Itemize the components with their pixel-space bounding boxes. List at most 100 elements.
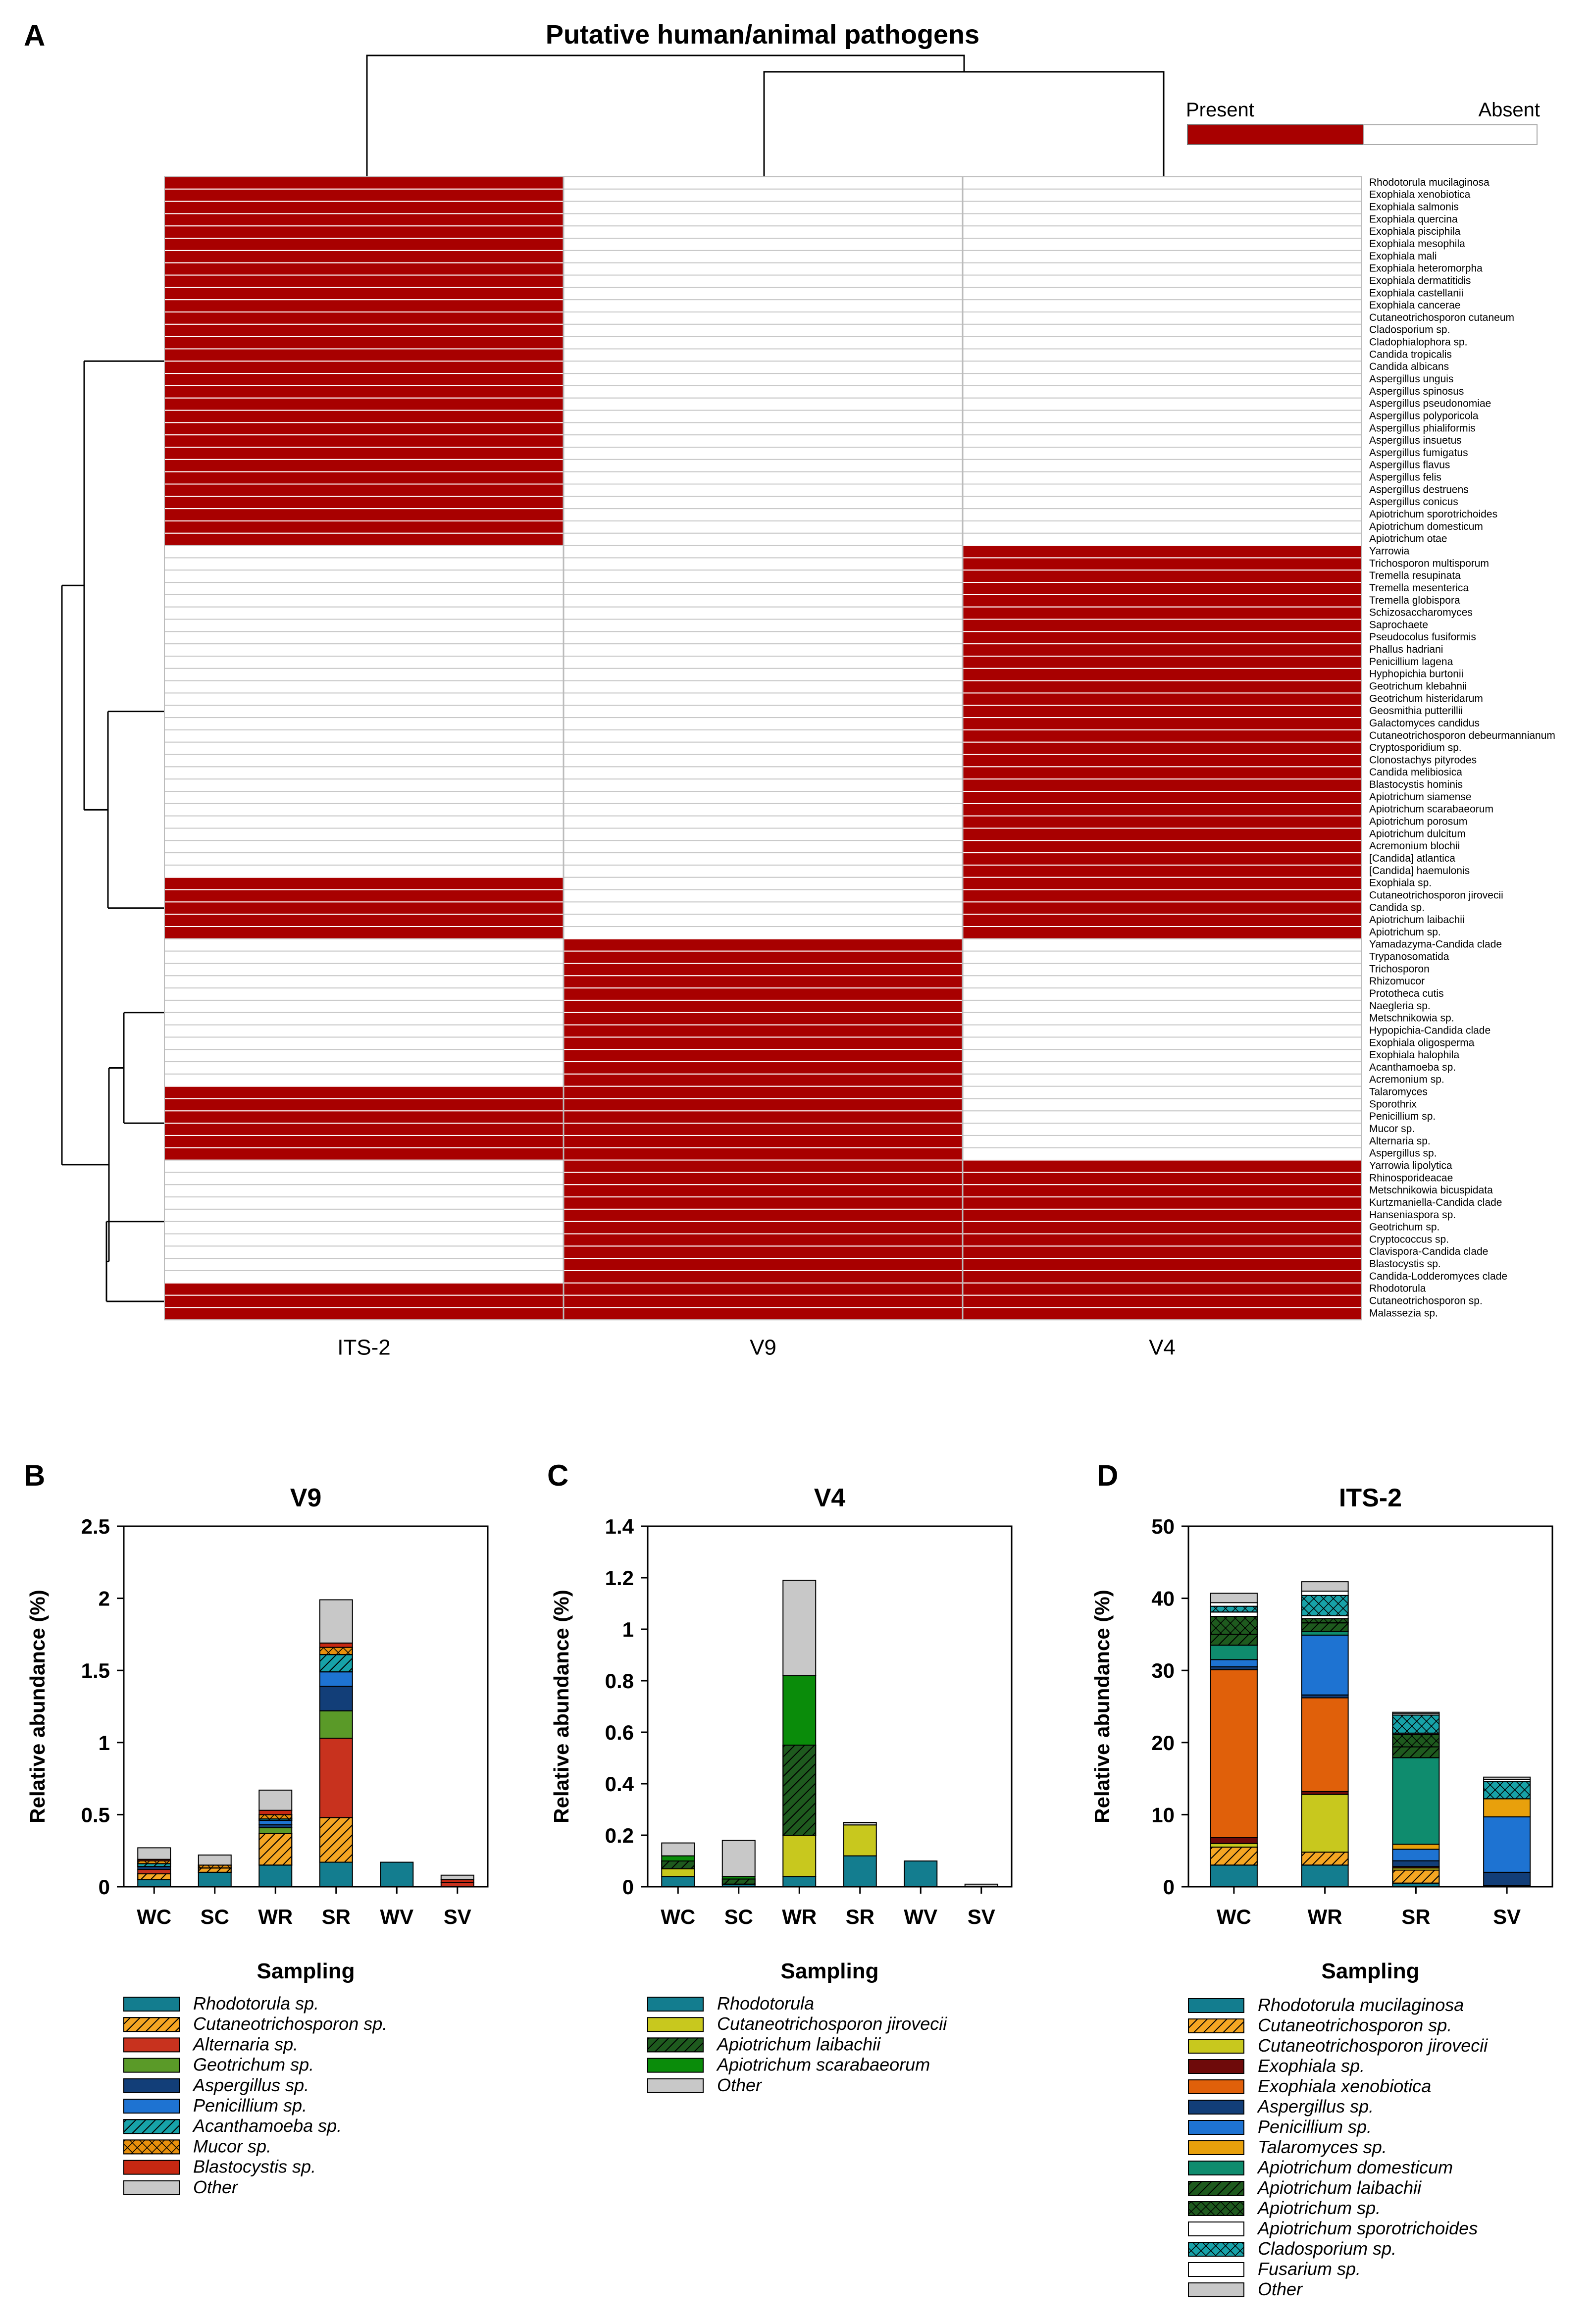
row-label-prototheca-cutis: Prototheca cutis [1369, 988, 1444, 999]
heatmap-cell-candida-lodderomyces-clade-its-2 [164, 1270, 564, 1284]
legend-swatch-rhodotorula [647, 1997, 704, 2012]
heatmap-cell-exophiala-mali-v4 [962, 250, 1362, 263]
heatmap-cell-cutaneotrichosporon-jirovecii-v4 [962, 889, 1362, 903]
bar-segment-wc-penicillium-sp [1210, 1659, 1258, 1667]
row-label-exophiala-pisciphila: Exophiala pisciphila [1369, 226, 1461, 237]
row-label-hanseniaspora-sp: Hanseniaspora sp. [1369, 1209, 1456, 1221]
heatmap-cell-cutaneotrichosporon-debeurmannianum-v9 [563, 729, 963, 743]
bar-segment-pattern [137, 1873, 171, 1880]
heatmap-cell-trichosporon-multisporum-v9 [563, 557, 963, 571]
row-label-apiotrichum-sp: Apiotrichum sp. [1369, 927, 1441, 938]
heatmap-cell-mucor-sp-v9 [563, 1123, 963, 1136]
heatmap-cell-candida-albicans-its-2 [164, 361, 564, 374]
y-tick-label: 1.2 [605, 1566, 634, 1590]
y-tick-label: 40 [1151, 1587, 1175, 1610]
row-label-candida-melibiosica: Candida melibiosica [1369, 767, 1462, 778]
heatmap-cell-apiotrichum-laibachii-v9 [563, 914, 963, 928]
heatmap-cell-cutaneotrichosporon-sp-its-2 [164, 1294, 564, 1308]
bar-segment-pattern [198, 1867, 232, 1873]
legend-label-rhodotorula-mucilaginosa: Rhodotorula mucilaginosa [1258, 1995, 1464, 2015]
heatmap-cell-hyphopichia-burtonii-its-2 [164, 668, 564, 681]
x-axis-label: Sampling [1321, 1959, 1419, 1983]
heatmap-cell-hypopichia-candida-clade-its-2 [164, 1024, 564, 1038]
row-label-exophiala-salmonis: Exophiala salmonis [1369, 202, 1459, 213]
legend-label-cutaneotrichosporon-sp: Cutaneotrichosporon sp. [1258, 2015, 1452, 2035]
x-tick-label-sr: SR [1401, 1905, 1430, 1928]
heatmap-cell-cutaneotrichosporon-jirovecii-v9 [563, 889, 963, 903]
row-label-mucor-sp: Mucor sp. [1369, 1123, 1415, 1135]
row-label-exophiala-halophila: Exophiala halophila [1369, 1049, 1459, 1061]
row-label-exophiala-cancerae: Exophiala cancerae [1369, 300, 1460, 311]
row-label-aspergillus-insuetus: Aspergillus insuetus [1369, 435, 1462, 446]
heatmap-cell-apiotrichum-domesticum-v9 [563, 520, 963, 534]
row-label-candida-haemulonis: [Candida] haemulonis [1369, 865, 1470, 877]
heatmap-cell-apiotrichum-otae-v9 [563, 532, 963, 546]
legend-label-penicillium-sp: Penicillium sp. [193, 2095, 307, 2116]
row-label-blastocystis-hominis: Blastocystis hominis [1369, 779, 1463, 790]
heatmap-cell-exophiala-oligosperma-v4 [962, 1036, 1362, 1050]
bar-segment-sr-penicillium-sp [319, 1671, 353, 1687]
heatmap-cell-aspergillus-destruens-v9 [563, 483, 963, 497]
bar-segment-sv-aspergillus-sp [1483, 1871, 1531, 1886]
row-label-rhinosporideacae: Rhinosporideacae [1369, 1172, 1453, 1184]
legend-label-other: Other [1258, 2279, 1303, 2299]
heatmap-cell-geosmithia-putterillii-its-2 [164, 705, 564, 719]
row-label-pseudocolus-fusiformis: Pseudocolus fusiformis [1369, 631, 1476, 643]
heatmap-cell-exophiala-halophila-v4 [962, 1049, 1362, 1063]
legend-absent-label: Absent [1478, 99, 1540, 121]
heatmap-cell-cutaneotrichosporon-debeurmannianum-its-2 [164, 729, 564, 743]
row-label-trichosporon-multisporum: Trichosporon multisporum [1369, 558, 1489, 569]
heatmap-cell-talaromyces-its-2 [164, 1085, 564, 1099]
heatmap-cell-aspergillus-spinosus-v9 [563, 385, 963, 399]
heatmap-cell-blastocystis-sp-v9 [563, 1258, 963, 1271]
heatmap-cell-geotrichum-histeridarum-v9 [563, 692, 963, 706]
y-axis-label: Relative abundance (%) [26, 1590, 49, 1823]
legend-label-aspergillus-sp: Aspergillus sp. [1257, 2096, 1374, 2117]
bar-segment-sr-apiotrichum-domesticum [1392, 1757, 1440, 1845]
heatmap-cell-blastocystis-hominis-v9 [563, 778, 963, 792]
heatmap-cell-rhizomucor-v9 [563, 975, 963, 989]
heatmap-cell-aspergillus-felis-its-2 [164, 471, 564, 485]
heatmap-cell-exophiala-halophila-its-2 [164, 1049, 564, 1063]
heatmap-cell-exophiala-cancerae-v4 [962, 299, 1362, 313]
heatmap-cell-aspergillus-insuetus-v4 [962, 434, 1362, 448]
heatmap-cell-yarrowia-its-2 [164, 545, 564, 559]
heatmap-cell-saprochaete-its-2 [164, 619, 564, 632]
x-tick-label-wr: WR [1308, 1905, 1342, 1928]
heatmap-cell-tremella-resupinata-v9 [563, 569, 963, 583]
row-label-geotrichum-klebahnii: Geotrichum klebahnii [1369, 680, 1467, 692]
heatmap-cell-exophiala-heteromorpha-v4 [962, 262, 1362, 276]
heatmap-cell-tremella-resupinata-its-2 [164, 569, 564, 583]
heatmap-cell-trichosporon-v9 [563, 963, 963, 977]
row-label-candida-tropicalis: Candida tropicalis [1369, 349, 1452, 360]
legend-swatch-pattern [647, 2037, 704, 2053]
heatmap-cell-aspergillus-sp-its-2 [164, 1147, 564, 1161]
legend-swatch-talaromyces-sp [1188, 2140, 1244, 2155]
heatmap-cell-penicillium-lagena-its-2 [164, 655, 564, 669]
heatmap-cell-sporothrix-its-2 [164, 1098, 564, 1112]
heatmap-cell-aspergillus-spinosus-its-2 [164, 385, 564, 399]
legend-swatch-penicillium-sp [123, 2099, 180, 2114]
heatmap-cell-cutaneotrichosporon-cutaneum-v4 [962, 311, 1362, 325]
bar-segment-pattern [1392, 1714, 1440, 1734]
heatmap-cell-aspergillus-fumigatus-v9 [563, 447, 963, 460]
heatmap-cell-apiotrichum-sp-v9 [563, 926, 963, 939]
chart-v9: V9 0 0.5 1 1.5 2 2.5 Relative abundance (%) WC SC… [26, 1484, 489, 2197]
bar-segment-pattern [1210, 1634, 1258, 1646]
heatmap-cell-aspergillus-unguis-v4 [962, 373, 1362, 386]
heatmap-cell-penicillium-lagena-v4 [962, 655, 1362, 669]
y-tick-label: 0 [99, 1875, 110, 1899]
y-tick-label: 0.5 [81, 1803, 110, 1826]
bar-segment-wr-fusarium-sp [1301, 1591, 1349, 1596]
legend-label-apiotrichum-domesticum: Apiotrichum domesticum [1257, 2157, 1453, 2177]
heatmap-cell-aspergillus-insuetus-v9 [563, 434, 963, 448]
bar-segment-wc-fusarium-sp [1210, 1602, 1258, 1607]
heatmap-cell-candida-sp-its-2 [164, 901, 564, 915]
heatmap-cell-aspergillus-phialiformis-v4 [962, 422, 1362, 436]
legend-swatch-apiotrichum-sporotrichoides [1188, 2221, 1244, 2236]
row-label-sporothrix: Sporothrix [1369, 1098, 1417, 1110]
heatmap-cell-exophiala-mesophila-v4 [962, 238, 1362, 251]
heatmap-cell-rhodotorula-its-2 [164, 1282, 564, 1296]
y-tick-label: 0 [1163, 1875, 1175, 1899]
heatmap-cell-geotrichum-klebahnii-v4 [962, 680, 1362, 694]
